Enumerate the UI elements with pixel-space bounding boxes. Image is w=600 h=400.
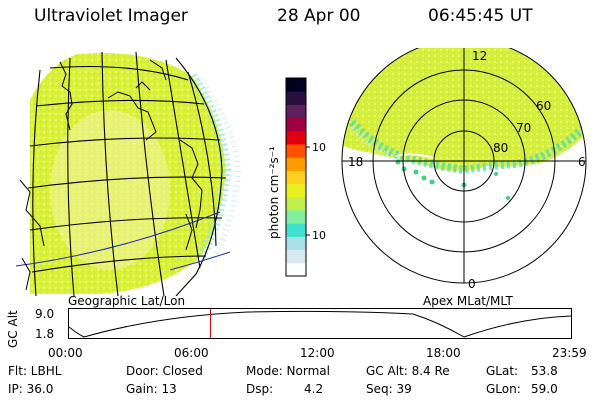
- colorbar-stripe: [286, 91, 306, 105]
- colorbar-stripe: [286, 104, 306, 119]
- seq-info: Seq: 39: [366, 382, 412, 396]
- x-tick-2359: 23:59: [552, 346, 587, 360]
- mlt-18-label: 18: [348, 155, 363, 169]
- mlt-12-label: 12: [472, 49, 487, 63]
- polar-image-panel: 12 18 6 0 60 70 80: [341, 48, 587, 291]
- alt-ymax-label: 9.0: [35, 307, 55, 321]
- colorbar-stripe: [286, 236, 306, 251]
- colorbar-stripe: [286, 157, 306, 171]
- dsp-value: 4.2: [304, 382, 324, 396]
- lat-80-label: 80: [493, 141, 508, 155]
- colorbar-stripe: [286, 170, 306, 185]
- colorbar-stripe: [286, 210, 306, 224]
- time-label: 06:45:45 UT: [428, 6, 533, 26]
- gain-info: Gain: 13: [126, 382, 177, 396]
- x-tick-0000: 00:00: [48, 346, 83, 360]
- geographic-image-panel: [16, 51, 242, 296]
- colorbar-units-label: photon cm⁻²s⁻¹: [267, 146, 281, 239]
- colorbar-stripe: [286, 196, 306, 211]
- door-info: Door: Closed: [126, 364, 203, 378]
- geographic-panel-label: Geographic Lat/Lon: [68, 294, 186, 308]
- mlt-0-label: 0: [468, 277, 476, 291]
- glat-value: 53.8: [531, 364, 558, 378]
- mode-info: Mode: Normal: [246, 364, 330, 378]
- glon-value: 59.0: [531, 382, 558, 396]
- dsp-label: Dsp:: [246, 382, 274, 396]
- glon-label: GLon:: [486, 382, 521, 396]
- ip-info: IP: 36.0: [8, 382, 54, 396]
- colorbar-stripe: [286, 144, 306, 158]
- x-tick-1800: 18:00: [426, 346, 461, 360]
- colorbar-tick-100: 100: [312, 141, 326, 154]
- x-tick-0600: 06:00: [174, 346, 209, 360]
- x-tick-1200: 12:00: [300, 346, 335, 360]
- polar-panel-label: Apex MLat/MLT: [423, 294, 513, 308]
- mlt-6-label: 6: [578, 155, 586, 169]
- altitude-plot: [68, 308, 572, 339]
- date-label: 28 Apr 00: [277, 6, 361, 26]
- colorbar-stripe: [286, 117, 306, 132]
- colorbar-stripe: [286, 130, 306, 145]
- colorbar-tick-10: 10: [312, 229, 326, 242]
- colorbar-stripe: [286, 223, 306, 237]
- instrument-title: Ultraviolet Imager: [34, 6, 188, 26]
- colorbar-stripe: [286, 78, 306, 92]
- lat-60-label: 60: [536, 99, 551, 113]
- colorbar-stripe: [286, 249, 306, 264]
- gcalt-info: GC Alt: 8.4 Re: [366, 364, 450, 378]
- lat-70-label: 70: [516, 121, 531, 135]
- colorbar-stripe: [286, 262, 306, 277]
- colorbar: 100 10 photon cm⁻²s⁻¹: [267, 77, 326, 277]
- alt-axis-label: GC Alt: [6, 310, 20, 348]
- glat-label: GLat:: [486, 364, 519, 378]
- flt-info: Flt: LBHL: [8, 364, 62, 378]
- alt-ymin-label: 1.8: [35, 327, 55, 341]
- colorbar-stripe: [286, 183, 306, 198]
